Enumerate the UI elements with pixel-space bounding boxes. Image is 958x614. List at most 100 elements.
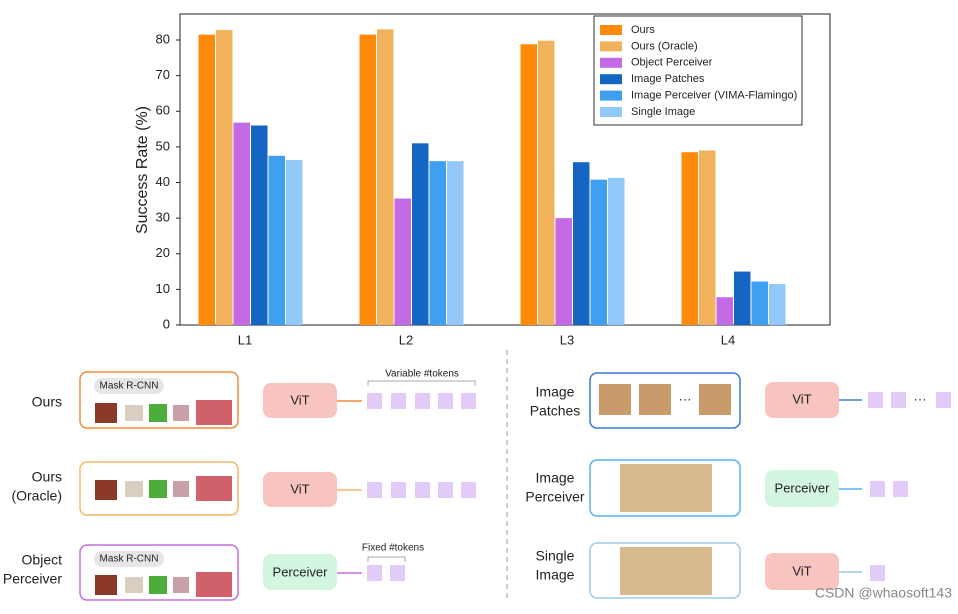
legend-label: Single Image [631, 106, 695, 118]
tokens [870, 481, 908, 497]
row-label: Image [536, 567, 575, 583]
crop [196, 400, 232, 425]
row-label: Single [536, 548, 575, 564]
encoder-box [263, 472, 337, 507]
bracket [367, 380, 476, 386]
detector-pill [94, 378, 164, 394]
y-tick-label: 70 [156, 67, 170, 82]
crop [196, 572, 232, 597]
encoder-box [263, 383, 337, 418]
legend-swatch [600, 25, 622, 35]
tokens [367, 482, 476, 498]
bar [198, 34, 215, 326]
input-box [589, 372, 741, 429]
token-note: Variable #tokens [385, 369, 459, 380]
ellipsis: ··· [914, 391, 927, 406]
patch [639, 384, 671, 415]
input-box [79, 461, 239, 516]
patch [599, 384, 631, 415]
legend-swatch [600, 107, 622, 117]
row-label: Ours [32, 469, 62, 485]
bar [608, 177, 625, 325]
x-tick-label: L3 [560, 332, 574, 347]
bar [681, 152, 698, 325]
detector-label: Mask R-CNN [100, 381, 159, 392]
y-tick-label: 40 [156, 174, 170, 189]
row-object-perceiver: Object Perceiver Mask R-CNN Perceiver Fi… [3, 543, 424, 601]
bar [734, 271, 751, 325]
bracket [367, 556, 406, 562]
input-box [79, 544, 239, 601]
row-label: Image [536, 384, 575, 400]
y-tick-label: 50 [156, 138, 170, 153]
encoder-box [765, 553, 839, 590]
row-label: Perceiver [525, 489, 584, 505]
x-tick-label: L1 [238, 332, 252, 347]
bar [751, 281, 768, 325]
bar [716, 297, 733, 325]
legend-swatch [600, 74, 622, 85]
y-axis-label: Success Rate (%) [134, 106, 151, 234]
patch [699, 384, 731, 415]
bar [429, 161, 446, 325]
crop [149, 404, 167, 422]
bar [216, 30, 233, 326]
bar [769, 284, 786, 325]
row-label: Ours [32, 394, 62, 410]
legend-swatch [600, 41, 622, 52]
crop [149, 480, 167, 498]
bar [251, 125, 268, 326]
x-tick-label: L2 [399, 332, 413, 347]
row-label: Patches [530, 403, 581, 419]
detector-pill [94, 551, 164, 567]
crop [95, 575, 117, 595]
legend-label: Object Perceiver [631, 57, 713, 69]
bar [268, 155, 285, 325]
row-image-patches: Image Patches ··· ViT ··· [530, 372, 951, 429]
legend-label: Ours [631, 24, 655, 36]
crop [196, 476, 232, 501]
tokens [367, 393, 476, 409]
row-ours-oracle: Ours (Oracle) ViT [11, 461, 476, 516]
y-tick-label: 30 [156, 210, 170, 225]
bar [699, 150, 716, 325]
scene-image [620, 547, 712, 595]
y-tick-label: 10 [156, 281, 170, 296]
row-ours: Ours Mask R-CNN ViT Variable #tokens [32, 369, 476, 429]
encoder-label: ViT [792, 391, 811, 406]
encoder-label: ViT [290, 392, 309, 407]
input-box [589, 459, 741, 517]
bar [233, 122, 250, 325]
plot-frame [179, 13, 831, 326]
crop [173, 405, 189, 421]
legend-box [593, 15, 803, 126]
bar [447, 161, 464, 325]
legend-label: Image Perceiver (VIMA-Flamingo) [631, 90, 797, 102]
row-label: Image [536, 470, 575, 486]
detector-label: Mask R-CNN [100, 554, 159, 565]
row-label: Perceiver [3, 571, 62, 587]
crop [173, 481, 189, 497]
encoder-label: ViT [290, 481, 309, 496]
legend-label: Ours (Oracle) [631, 40, 698, 52]
legend-swatch [600, 90, 622, 101]
crop [95, 403, 117, 423]
input-box [589, 542, 741, 599]
row-label: Object [22, 552, 63, 568]
encoder-label: Perceiver [273, 564, 329, 579]
encoder-box [765, 382, 839, 418]
bar [555, 218, 572, 325]
bar [377, 29, 394, 325]
y-tick-label: 0 [163, 316, 170, 331]
y-tick-label: 80 [156, 31, 170, 46]
bar [590, 179, 607, 325]
row-image-perceiver: Image Perceiver Perceiver [525, 459, 908, 517]
chart: 0 10 20 30 40 50 60 70 80 L1 L2 L3 L4 Ours Ours (Oracl… [156, 24, 798, 348]
scene-image [620, 464, 712, 512]
encoder-box [263, 554, 337, 590]
row-label: (Oracle) [11, 488, 62, 504]
bar [412, 143, 429, 325]
legend-label: Image Patches [631, 73, 705, 85]
crop [125, 481, 143, 497]
